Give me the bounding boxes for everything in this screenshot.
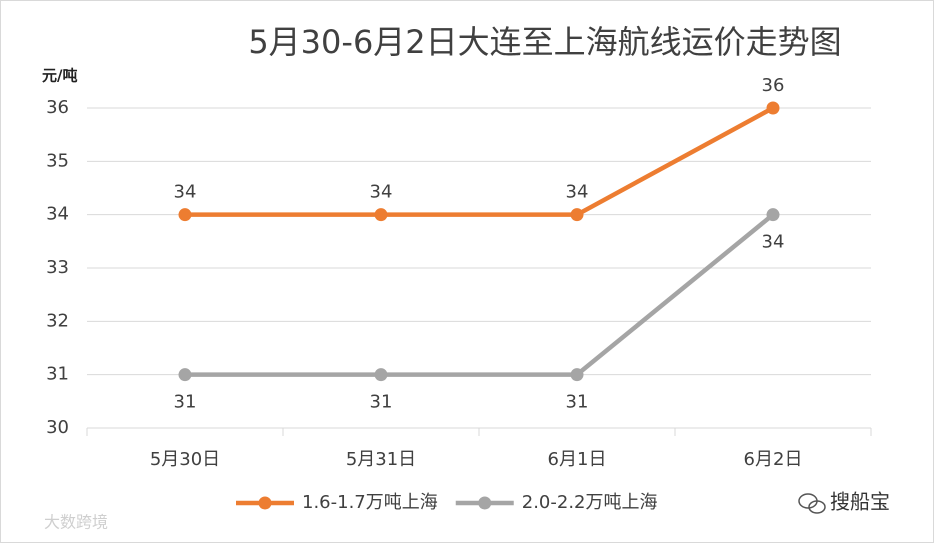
- chart-title: 5月30-6月2日大连至上海航线运价走势图: [248, 23, 841, 61]
- point: [374, 208, 388, 222]
- x-tick-label: 6月1日: [548, 449, 607, 470]
- data-label: 31: [566, 392, 589, 413]
- point: [178, 208, 192, 222]
- y-tick-label: 32: [46, 310, 69, 331]
- point: [570, 208, 584, 222]
- data-label: 34: [566, 182, 589, 203]
- y-tick-label: 36: [46, 97, 69, 118]
- series-line: [185, 106, 775, 217]
- wechat-icon: [798, 493, 826, 514]
- data-label: 34: [370, 182, 393, 203]
- series-line: [185, 212, 775, 377]
- data-label: 34: [762, 232, 785, 253]
- y-tick-label: 31: [46, 364, 69, 385]
- point: [766, 101, 780, 115]
- data-label: 31: [370, 392, 393, 413]
- data-label: 31: [174, 392, 197, 413]
- y-tick-label: 33: [46, 257, 69, 278]
- point: [374, 368, 388, 382]
- data-label: 36: [762, 75, 785, 96]
- watermark: 大数跨境: [44, 513, 108, 532]
- point: [178, 368, 192, 382]
- x-tick-label: 5月31日: [346, 449, 416, 470]
- y-tick-label: 35: [46, 150, 69, 171]
- y-tick-label: 30: [46, 417, 69, 438]
- point: [570, 368, 584, 382]
- data-label: 34: [174, 182, 197, 203]
- x-tick-label: 6月2日: [744, 449, 803, 470]
- x-tick-label: 5月30日: [150, 449, 220, 470]
- legend-marker: [258, 496, 272, 510]
- legend-marker: [478, 496, 492, 510]
- y-axis-label: 元/吨: [42, 67, 77, 85]
- legend-label: 2.0-2.2万吨上海: [522, 492, 658, 513]
- legend-label: 1.6-1.7万吨上海: [302, 492, 438, 513]
- watermark: 搜船宝: [830, 490, 890, 514]
- y-tick-label: 34: [46, 204, 69, 225]
- point: [766, 208, 780, 222]
